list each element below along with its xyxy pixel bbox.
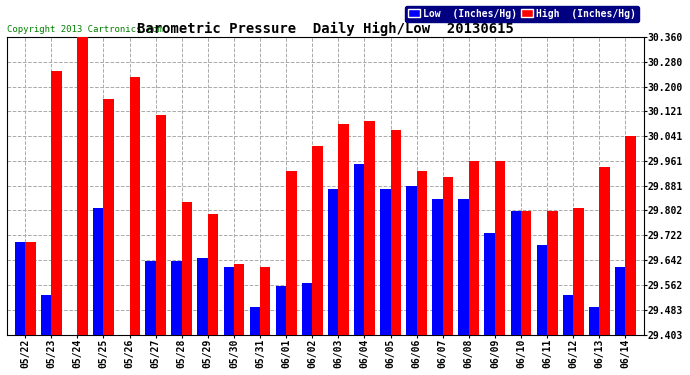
Bar bbox=[26, 242, 36, 334]
Bar bbox=[208, 214, 218, 334]
Bar bbox=[625, 136, 635, 334]
Bar bbox=[181, 202, 193, 334]
Bar bbox=[380, 189, 391, 334]
Bar bbox=[354, 164, 364, 334]
Bar bbox=[417, 171, 427, 334]
Bar bbox=[197, 258, 208, 334]
Bar bbox=[547, 211, 558, 334]
Bar bbox=[313, 146, 323, 334]
Bar bbox=[469, 161, 480, 334]
Bar bbox=[276, 286, 286, 334]
Bar bbox=[537, 245, 547, 334]
Bar bbox=[286, 171, 297, 334]
Bar bbox=[234, 264, 244, 334]
Bar bbox=[250, 308, 260, 334]
Bar bbox=[104, 99, 114, 334]
Bar bbox=[93, 208, 104, 334]
Bar bbox=[145, 261, 156, 334]
Bar bbox=[443, 177, 453, 334]
Bar bbox=[67, 334, 77, 375]
Bar bbox=[328, 189, 338, 334]
Bar bbox=[600, 167, 610, 334]
Bar bbox=[302, 282, 313, 334]
Title: Barometric Pressure  Daily High/Low  20130615: Barometric Pressure Daily High/Low 20130… bbox=[137, 21, 514, 36]
Bar bbox=[338, 124, 348, 334]
Bar bbox=[51, 71, 61, 334]
Bar bbox=[458, 198, 469, 334]
Bar bbox=[521, 211, 531, 334]
Bar bbox=[406, 186, 417, 334]
Text: Copyright 2013 Cartronics.com: Copyright 2013 Cartronics.com bbox=[7, 25, 163, 34]
Bar bbox=[364, 121, 375, 334]
Bar bbox=[573, 208, 584, 334]
Bar bbox=[156, 114, 166, 334]
Bar bbox=[589, 308, 600, 334]
Bar bbox=[563, 295, 573, 334]
Bar bbox=[14, 242, 26, 334]
Bar bbox=[484, 233, 495, 334]
Bar bbox=[260, 267, 270, 334]
Legend: Low  (Inches/Hg), High  (Inches/Hg): Low (Inches/Hg), High (Inches/Hg) bbox=[405, 6, 639, 22]
Bar bbox=[224, 267, 234, 334]
Bar bbox=[77, 37, 88, 334]
Bar bbox=[171, 261, 181, 334]
Bar bbox=[432, 198, 443, 334]
Bar bbox=[495, 161, 505, 334]
Bar bbox=[511, 211, 521, 334]
Bar bbox=[391, 130, 401, 334]
Bar bbox=[119, 334, 130, 375]
Bar bbox=[41, 295, 51, 334]
Bar bbox=[615, 267, 625, 334]
Bar bbox=[130, 77, 140, 334]
